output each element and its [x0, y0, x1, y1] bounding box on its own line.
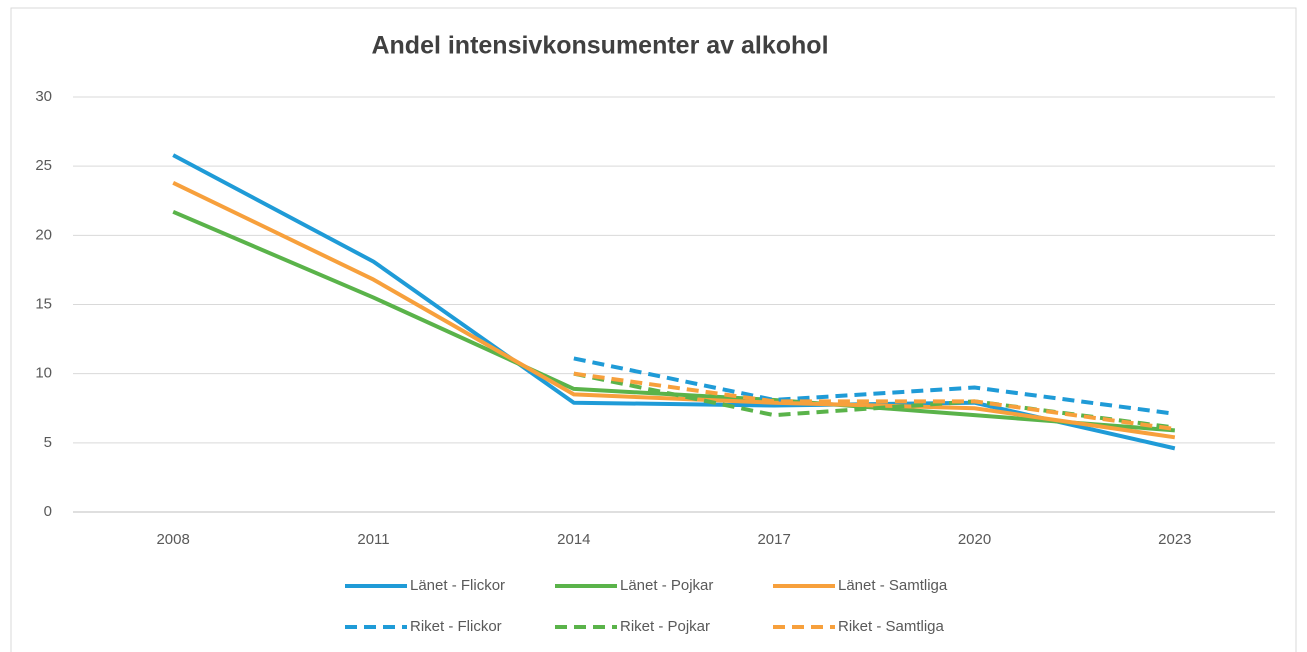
x-tick-label: 2014 [557, 531, 590, 548]
y-tick-label: 20 [35, 226, 52, 243]
legend-label: Länet - Samtliga [838, 577, 948, 594]
chart-title: Andel intensivkonsumenter av alkohol [371, 32, 828, 60]
chart-frame [10, 7, 1297, 652]
y-tick-label: 15 [35, 295, 52, 312]
line-series [573, 356, 1176, 416]
y-tick-label: 30 [35, 88, 52, 105]
x-tick-label: 2023 [1158, 531, 1191, 548]
y-tick-label: 25 [35, 157, 52, 174]
x-tick-label: 2020 [958, 531, 991, 548]
line-series [172, 180, 1176, 440]
x-tick-label: 2017 [757, 531, 790, 548]
legend-label: Riket - Flickor [410, 618, 502, 635]
x-tick-label: 2008 [156, 531, 189, 548]
y-tick-label: 0 [44, 503, 52, 520]
line-series [172, 153, 1176, 451]
legend-label: Länet - Pojkar [620, 577, 713, 594]
y-tick-label: 5 [44, 434, 52, 451]
x-tick-label: 2011 [357, 531, 389, 548]
line-series [573, 371, 1176, 431]
legend-label: Länet - Flickor [410, 577, 505, 594]
line-series [573, 371, 1176, 430]
y-tick-label: 10 [35, 365, 52, 382]
legend-label: Riket - Pojkar [620, 618, 710, 635]
legend-label: Riket - Samtliga [838, 618, 945, 635]
